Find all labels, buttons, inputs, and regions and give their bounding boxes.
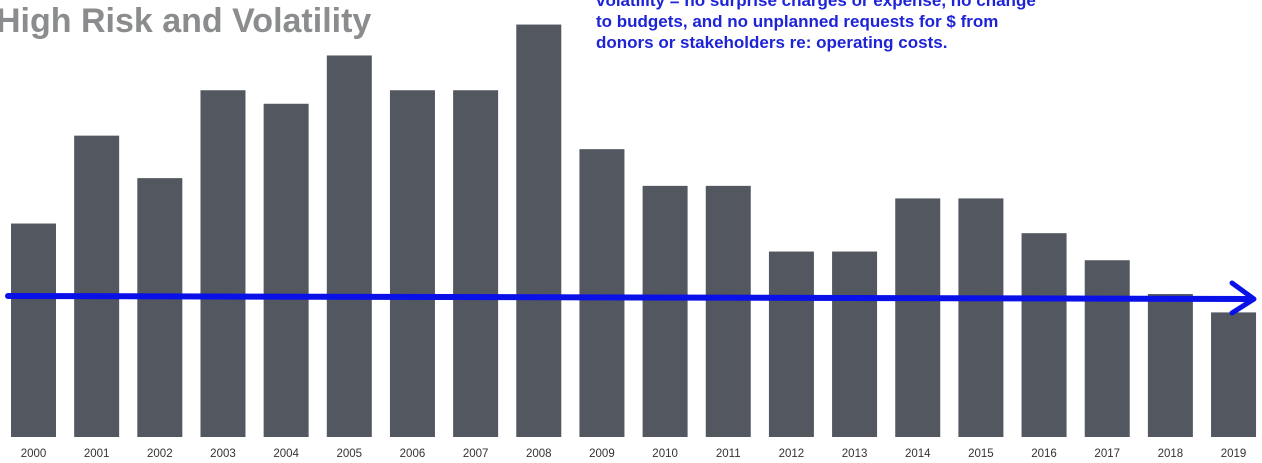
x-axis-labels: 2000 2001 2002 2003 2004 2005 2006 2007 2008 2009… <box>21 448 1247 460</box>
x-tick-label-2014: 2014 <box>905 448 931 460</box>
bar-2000 <box>11 223 56 437</box>
x-tick-label-2008: 2008 <box>526 448 552 460</box>
x-tick-label-2017: 2017 <box>1094 448 1120 460</box>
bar-2018 <box>1147 294 1193 437</box>
annotation-line-3: donors or stakeholders re: operating cos… <box>596 33 948 52</box>
x-tick-label-2010: 2010 <box>652 448 678 460</box>
bar-2007 <box>453 90 499 437</box>
arrow-head-icon <box>1229 280 1257 316</box>
annotation-line-1: volatility = no surprise charges or expe… <box>596 0 1036 10</box>
x-tick-label-2011: 2011 <box>716 448 741 460</box>
annotation-line-2: to budgets, and no unplanned requests fo… <box>596 12 999 31</box>
trend-arrow <box>5 280 1257 316</box>
x-tick-label-2006: 2006 <box>400 448 426 460</box>
x-tick-label-2018: 2018 <box>1158 448 1184 460</box>
x-tick-label-2005: 2005 <box>337 448 363 460</box>
bar-2009 <box>579 149 625 437</box>
bar-2013 <box>832 251 878 437</box>
x-tick-label-2003: 2003 <box>210 448 236 460</box>
x-tick-label-2009: 2009 <box>589 448 615 460</box>
chart-title: High Risk and Volatility <box>0 2 372 40</box>
x-tick-label-2004: 2004 <box>273 448 299 460</box>
x-tick-label-2007: 2007 <box>463 448 489 460</box>
x-tick-label-2000: 2000 <box>21 448 47 460</box>
x-tick-label-2012: 2012 <box>779 448 805 460</box>
bar-2014 <box>895 198 941 437</box>
bar-2001 <box>74 135 120 438</box>
bars-group <box>11 24 1257 438</box>
x-tick-label-2002: 2002 <box>147 448 173 460</box>
bar-2006 <box>389 90 435 437</box>
annotation-text: volatility = no surprise charges or expe… <box>596 0 1262 53</box>
x-tick-label-2016: 2016 <box>1031 448 1057 460</box>
x-tick-label-2013: 2013 <box>842 448 868 460</box>
bar-2010 <box>642 185 688 437</box>
trend-line <box>5 292 1255 302</box>
x-tick-label-2019: 2019 <box>1221 448 1247 460</box>
bar-2015 <box>958 198 1004 437</box>
bar-2002 <box>137 178 183 438</box>
bar-2004 <box>263 103 309 438</box>
x-tick-label-2001: 2001 <box>84 448 110 460</box>
bar-2017 <box>1084 260 1130 437</box>
bar-2011 <box>705 185 751 437</box>
bar-2003 <box>200 90 246 437</box>
bar-2008 <box>516 24 562 437</box>
bar-2005 <box>326 55 372 437</box>
x-tick-label-2015: 2015 <box>968 448 994 460</box>
bar-2016 <box>1021 233 1067 437</box>
bar-2012 <box>768 251 814 437</box>
bar-2019 <box>1211 312 1257 437</box>
